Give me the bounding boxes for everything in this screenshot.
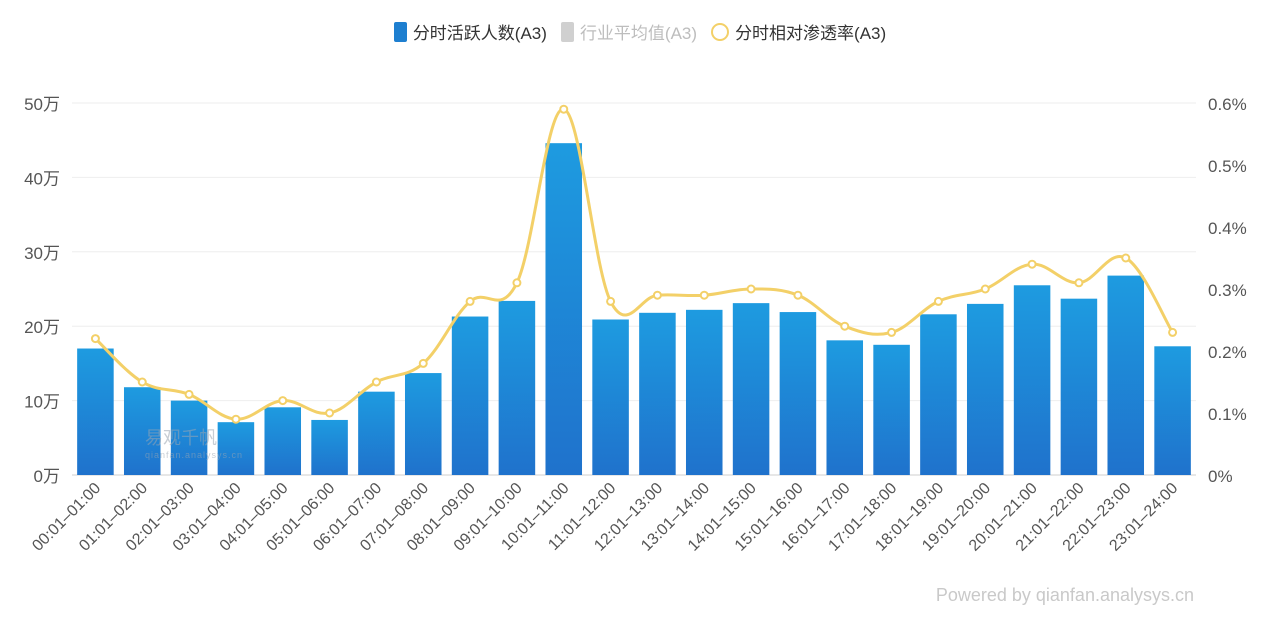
bar — [779, 312, 817, 475]
bar — [920, 314, 957, 475]
legend-item-active-users[interactable]: 分时活跃人数(A3) — [393, 19, 547, 44]
penetration-point — [840, 321, 850, 331]
bar — [1154, 346, 1191, 475]
bar — [358, 391, 395, 475]
penetration-point — [559, 104, 569, 114]
penetration-point — [325, 408, 335, 418]
watermark: 易观千帆 qianfan.analysys.cn — [145, 424, 243, 460]
y-left-tick-label: 10万 — [24, 393, 60, 412]
bar-swatch-icon — [393, 21, 407, 42]
bar — [451, 316, 489, 475]
bar — [123, 387, 161, 475]
bar — [685, 309, 723, 475]
bar — [966, 303, 1004, 475]
y-right-tick-label: 0.5% — [1208, 157, 1247, 176]
y-left-tick-label: 40万 — [24, 169, 60, 188]
penetration-point — [652, 290, 662, 300]
bar — [498, 300, 536, 475]
penetration-point — [1074, 278, 1084, 288]
bar — [1013, 285, 1051, 475]
legend: 分时活跃人数(A3) 行业平均值(A3) 分时相对渗透率(A3) — [0, 19, 1280, 44]
circle-marker-icon — [711, 22, 730, 41]
bar — [170, 400, 208, 475]
powered-by: Powered by qianfan.analysys.cn — [935, 585, 1194, 605]
bar — [311, 419, 348, 475]
watermark-logo: 易观千帆 — [145, 428, 217, 448]
bar — [732, 303, 770, 475]
y-right-tick-label: 0.6% — [1208, 95, 1247, 114]
y-right-tick-label: 0.2% — [1208, 343, 1247, 362]
y-right-tick-label: 0.1% — [1208, 405, 1247, 424]
penetration-point — [746, 284, 756, 294]
penetration-point — [933, 296, 943, 306]
legend-label-active-users: 分时活跃人数(A3) — [412, 24, 547, 43]
penetration-point — [793, 290, 803, 300]
penetration-line — [94, 107, 1174, 421]
bar — [1107, 275, 1145, 475]
watermark-sub: qianfan.analysys.cn — [145, 450, 244, 460]
bar — [264, 407, 302, 475]
bar — [545, 143, 583, 475]
y-left-tick-label: 20万 — [24, 318, 60, 337]
y-right-tick-label: 0.3% — [1208, 281, 1247, 300]
penetration-point — [1168, 327, 1178, 337]
bar — [826, 340, 864, 475]
penetration-point — [184, 389, 194, 399]
bar — [217, 422, 255, 475]
penetration-point — [887, 327, 897, 337]
penetration-point — [231, 414, 241, 424]
legend-item-penetration[interactable]: 分时相对渗透率(A3) — [711, 19, 886, 44]
penetration-point — [699, 290, 709, 300]
bar — [639, 312, 676, 475]
y-left-tick-label: 30万 — [24, 244, 60, 263]
bar — [592, 319, 629, 475]
bar — [1060, 298, 1098, 475]
bar — [404, 373, 442, 475]
penetration-point — [371, 377, 381, 387]
penetration-point — [137, 377, 147, 387]
legend-label-industry-avg: 行业平均值(A3) — [579, 24, 698, 43]
penetration-point — [90, 334, 100, 344]
penetration-point — [278, 396, 288, 406]
legend-item-industry-avg[interactable]: 行业平均值(A3) — [560, 19, 698, 44]
penetration-point — [418, 358, 428, 368]
y-left-tick-label: 0万 — [34, 467, 60, 486]
penetration-point — [1027, 259, 1037, 269]
y-left-tick-label: 50万 — [24, 95, 60, 114]
legend-label-penetration: 分时相对渗透率(A3) — [735, 24, 887, 43]
penetration-point — [465, 296, 475, 306]
penetration-point — [980, 284, 990, 294]
penetration-point — [512, 278, 522, 288]
penetration-point — [606, 296, 616, 306]
bar — [873, 344, 910, 475]
penetration-point — [1121, 253, 1131, 263]
gray-swatch-icon — [560, 21, 574, 42]
bar — [77, 348, 114, 475]
y-right-tick-label: 0% — [1208, 467, 1233, 486]
y-right-tick-label: 0.4% — [1208, 219, 1247, 238]
